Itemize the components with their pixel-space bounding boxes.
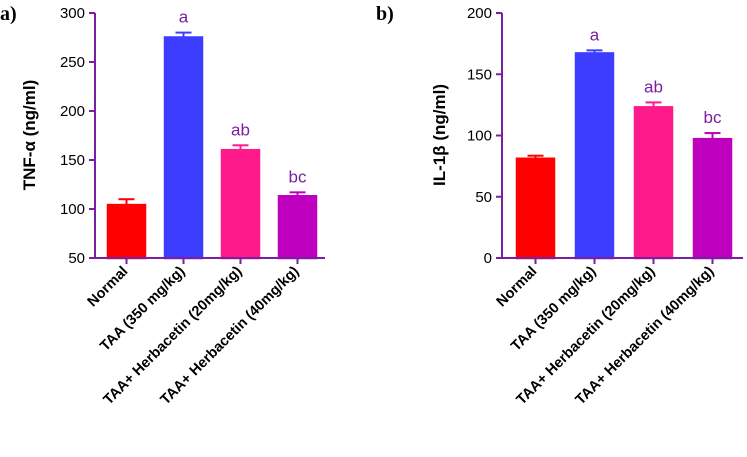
category-label: Normal [85, 264, 132, 311]
significance-label: bc [289, 167, 307, 186]
significance-label: ab [644, 77, 663, 96]
significance-label: bc [704, 108, 722, 127]
y-tick-label: 250 [60, 54, 85, 71]
y-axis-ticks: 50 100 150 200 250 300 [60, 5, 95, 267]
bar [515, 157, 556, 260]
y-tick-label: 150 [60, 152, 85, 169]
significance-label: ab [231, 120, 250, 139]
category-label: Normal [494, 264, 541, 311]
bars: a ab bc [106, 8, 318, 260]
panel-b: b) IL-1β (ng/ml) 0 50 100 150 200 a ab bc Norm… [376, 3, 743, 408]
y-tick-label: 200 [467, 5, 492, 22]
bar [220, 148, 261, 260]
axes [501, 13, 743, 264]
panel-letter: a) [0, 3, 17, 25]
y-axis-label: IL-1β (ng/ml) [430, 84, 449, 186]
y-tick-label: 50 [68, 250, 85, 267]
bar [574, 52, 615, 260]
y-tick-label: 50 [475, 189, 492, 206]
y-tick-label: 100 [60, 201, 85, 218]
y-axis-label: TNF-α (ng/ml) [20, 80, 39, 191]
y-tick-label: 100 [467, 128, 492, 145]
significance-label: a [179, 8, 189, 27]
y-tick-label: 300 [60, 5, 85, 22]
y-tick-label: 0 [484, 250, 492, 267]
bar [692, 137, 733, 260]
bar [163, 36, 204, 260]
panel-a: a) TNF-α (ng/ml) 50 100 150 200 250 300 a ab bc… [0, 3, 325, 408]
bar [106, 203, 147, 260]
significance-label: a [590, 25, 600, 44]
bar [633, 106, 674, 260]
y-tick-label: 200 [60, 103, 85, 120]
bars: a ab bc [515, 25, 733, 260]
y-tick-label: 150 [467, 66, 492, 83]
bar [277, 195, 318, 260]
panel-letter: b) [376, 3, 394, 25]
y-axis-ticks: 0 50 100 150 200 [467, 5, 502, 267]
axes [94, 13, 325, 264]
